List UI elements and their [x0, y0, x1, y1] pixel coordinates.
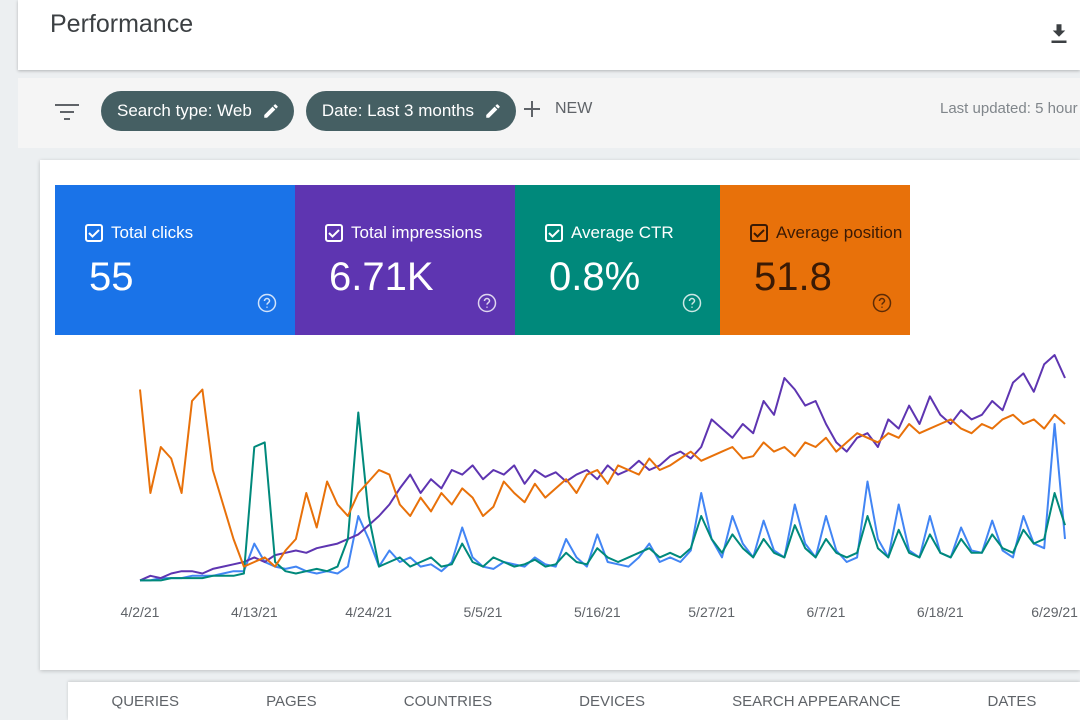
help-mark [688, 297, 696, 308]
filter-chip[interactable]: Search type: Web [101, 91, 294, 131]
tab[interactable]: COUNTRIES [403, 692, 493, 710]
x-tick-label: 4/2/21 [121, 604, 160, 620]
help-icon[interactable] [872, 293, 892, 313]
tab[interactable]: QUERIES [111, 692, 180, 710]
chart: 4/2/21 4/13/21 4/24/21 5/5/21 5/16/21 5/27/21… [121, 354, 1078, 620]
new-filter-button[interactable]: NEW [523, 100, 592, 118]
chip-label: Search type: Web [117, 101, 252, 120]
x-tick-label: 5/5/21 [464, 604, 503, 620]
x-tick-label: 6/18/21 [917, 604, 964, 620]
x-tick-label: 5/16/21 [574, 604, 621, 620]
metric-label-row: Total clicks [85, 223, 193, 243]
metric-value: 51.8 [754, 255, 832, 299]
new-label: NEW [555, 100, 593, 117]
page-title: Performance [50, 10, 194, 38]
help-icon[interactable] [257, 293, 277, 313]
download-button[interactable] [1044, 18, 1074, 48]
checkbox-box [85, 224, 103, 242]
x-tick-label: 6/29/21 [1031, 604, 1078, 620]
x-tick-label: 4/24/21 [345, 604, 392, 620]
checkmark [88, 229, 100, 238]
metric-label: Total clicks [111, 223, 194, 242]
tab[interactable]: SEARCH APPEARANCE [732, 692, 901, 710]
series-line [139, 354, 1066, 582]
checkmark [328, 229, 340, 238]
checkmark [753, 229, 765, 238]
x-tick-label: 5/27/21 [688, 604, 735, 620]
chip-label: Date: Last 3 months [321, 101, 474, 120]
tab[interactable]: DATES [987, 692, 1037, 710]
checkbox[interactable] [85, 224, 103, 242]
series-line [140, 423, 1066, 582]
series-line [140, 411, 1066, 582]
x-tick-label: 4/13/21 [231, 604, 278, 620]
metric-card[interactable]: Total impressions 6.71K [295, 185, 515, 335]
series-line [139, 388, 1066, 568]
help-icon[interactable] [477, 293, 497, 313]
metric-label: Average position [776, 223, 903, 242]
metric-value: 6.71K [329, 255, 434, 299]
metric-value: 55 [89, 255, 134, 299]
filter-chips: Search type: Web Date: Last 3 months [101, 91, 516, 131]
metric-label-row: Average position [750, 223, 902, 243]
header: Performance [18, 0, 1080, 70]
checkbox-box [325, 224, 343, 242]
tab[interactable]: DEVICES [579, 692, 646, 710]
metric-label: Total impressions [351, 223, 483, 242]
plus-icon [524, 101, 540, 117]
checkbox[interactable] [750, 224, 768, 242]
pencil [486, 104, 500, 118]
help-icon[interactable] [682, 293, 702, 313]
last-updated: Last updated: 5 hour [940, 100, 1078, 117]
checkbox-box [545, 224, 563, 242]
help-circle [477, 293, 497, 313]
checkbox[interactable] [545, 224, 563, 242]
metric-value: 0.8% [549, 255, 641, 299]
filter-chip[interactable]: Date: Last 3 months [305, 91, 516, 131]
tabs: QUERIES PAGES COUNTRIES DEVICES SEARCH APPEA… [68, 682, 1080, 720]
help-mark [483, 297, 491, 308]
metric-label-row: Average CTR [545, 223, 674, 243]
filter-bar: Search type: Web Date: Last 3 months NEW … [18, 78, 1080, 148]
metric-card[interactable]: Average position 51.8 [720, 185, 910, 335]
edit-icon [486, 104, 500, 118]
filter-icon[interactable] [54, 102, 80, 122]
help-circle [682, 293, 702, 313]
edit-icon [264, 104, 278, 118]
help-circle [872, 293, 892, 313]
help-mark [263, 297, 271, 308]
help-mark [878, 297, 886, 308]
tab[interactable]: PAGES [266, 692, 317, 710]
pencil [264, 104, 278, 118]
help-circle [257, 293, 277, 313]
metric-label: Average CTR [571, 223, 674, 242]
checkmark [548, 229, 560, 238]
checkbox[interactable] [325, 224, 343, 242]
metric-card[interactable]: Total clicks 55 [55, 185, 295, 335]
x-tick-label: 6/7/21 [806, 604, 845, 620]
metric-label-row: Total impressions [325, 223, 482, 243]
performance-panel: Total clicks 55 Total impressions 6.71K Aver… [40, 160, 1080, 670]
metric-card[interactable]: Average CTR 0.8% [515, 185, 720, 335]
checkbox-box [750, 224, 768, 242]
metric-cards: Total clicks 55 Total impressions 6.71K Aver… [55, 185, 910, 335]
